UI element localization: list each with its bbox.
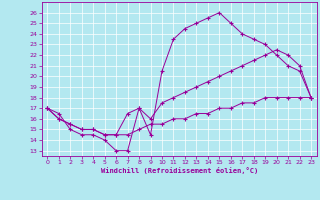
X-axis label: Windchill (Refroidissement éolien,°C): Windchill (Refroidissement éolien,°C): [100, 167, 258, 174]
